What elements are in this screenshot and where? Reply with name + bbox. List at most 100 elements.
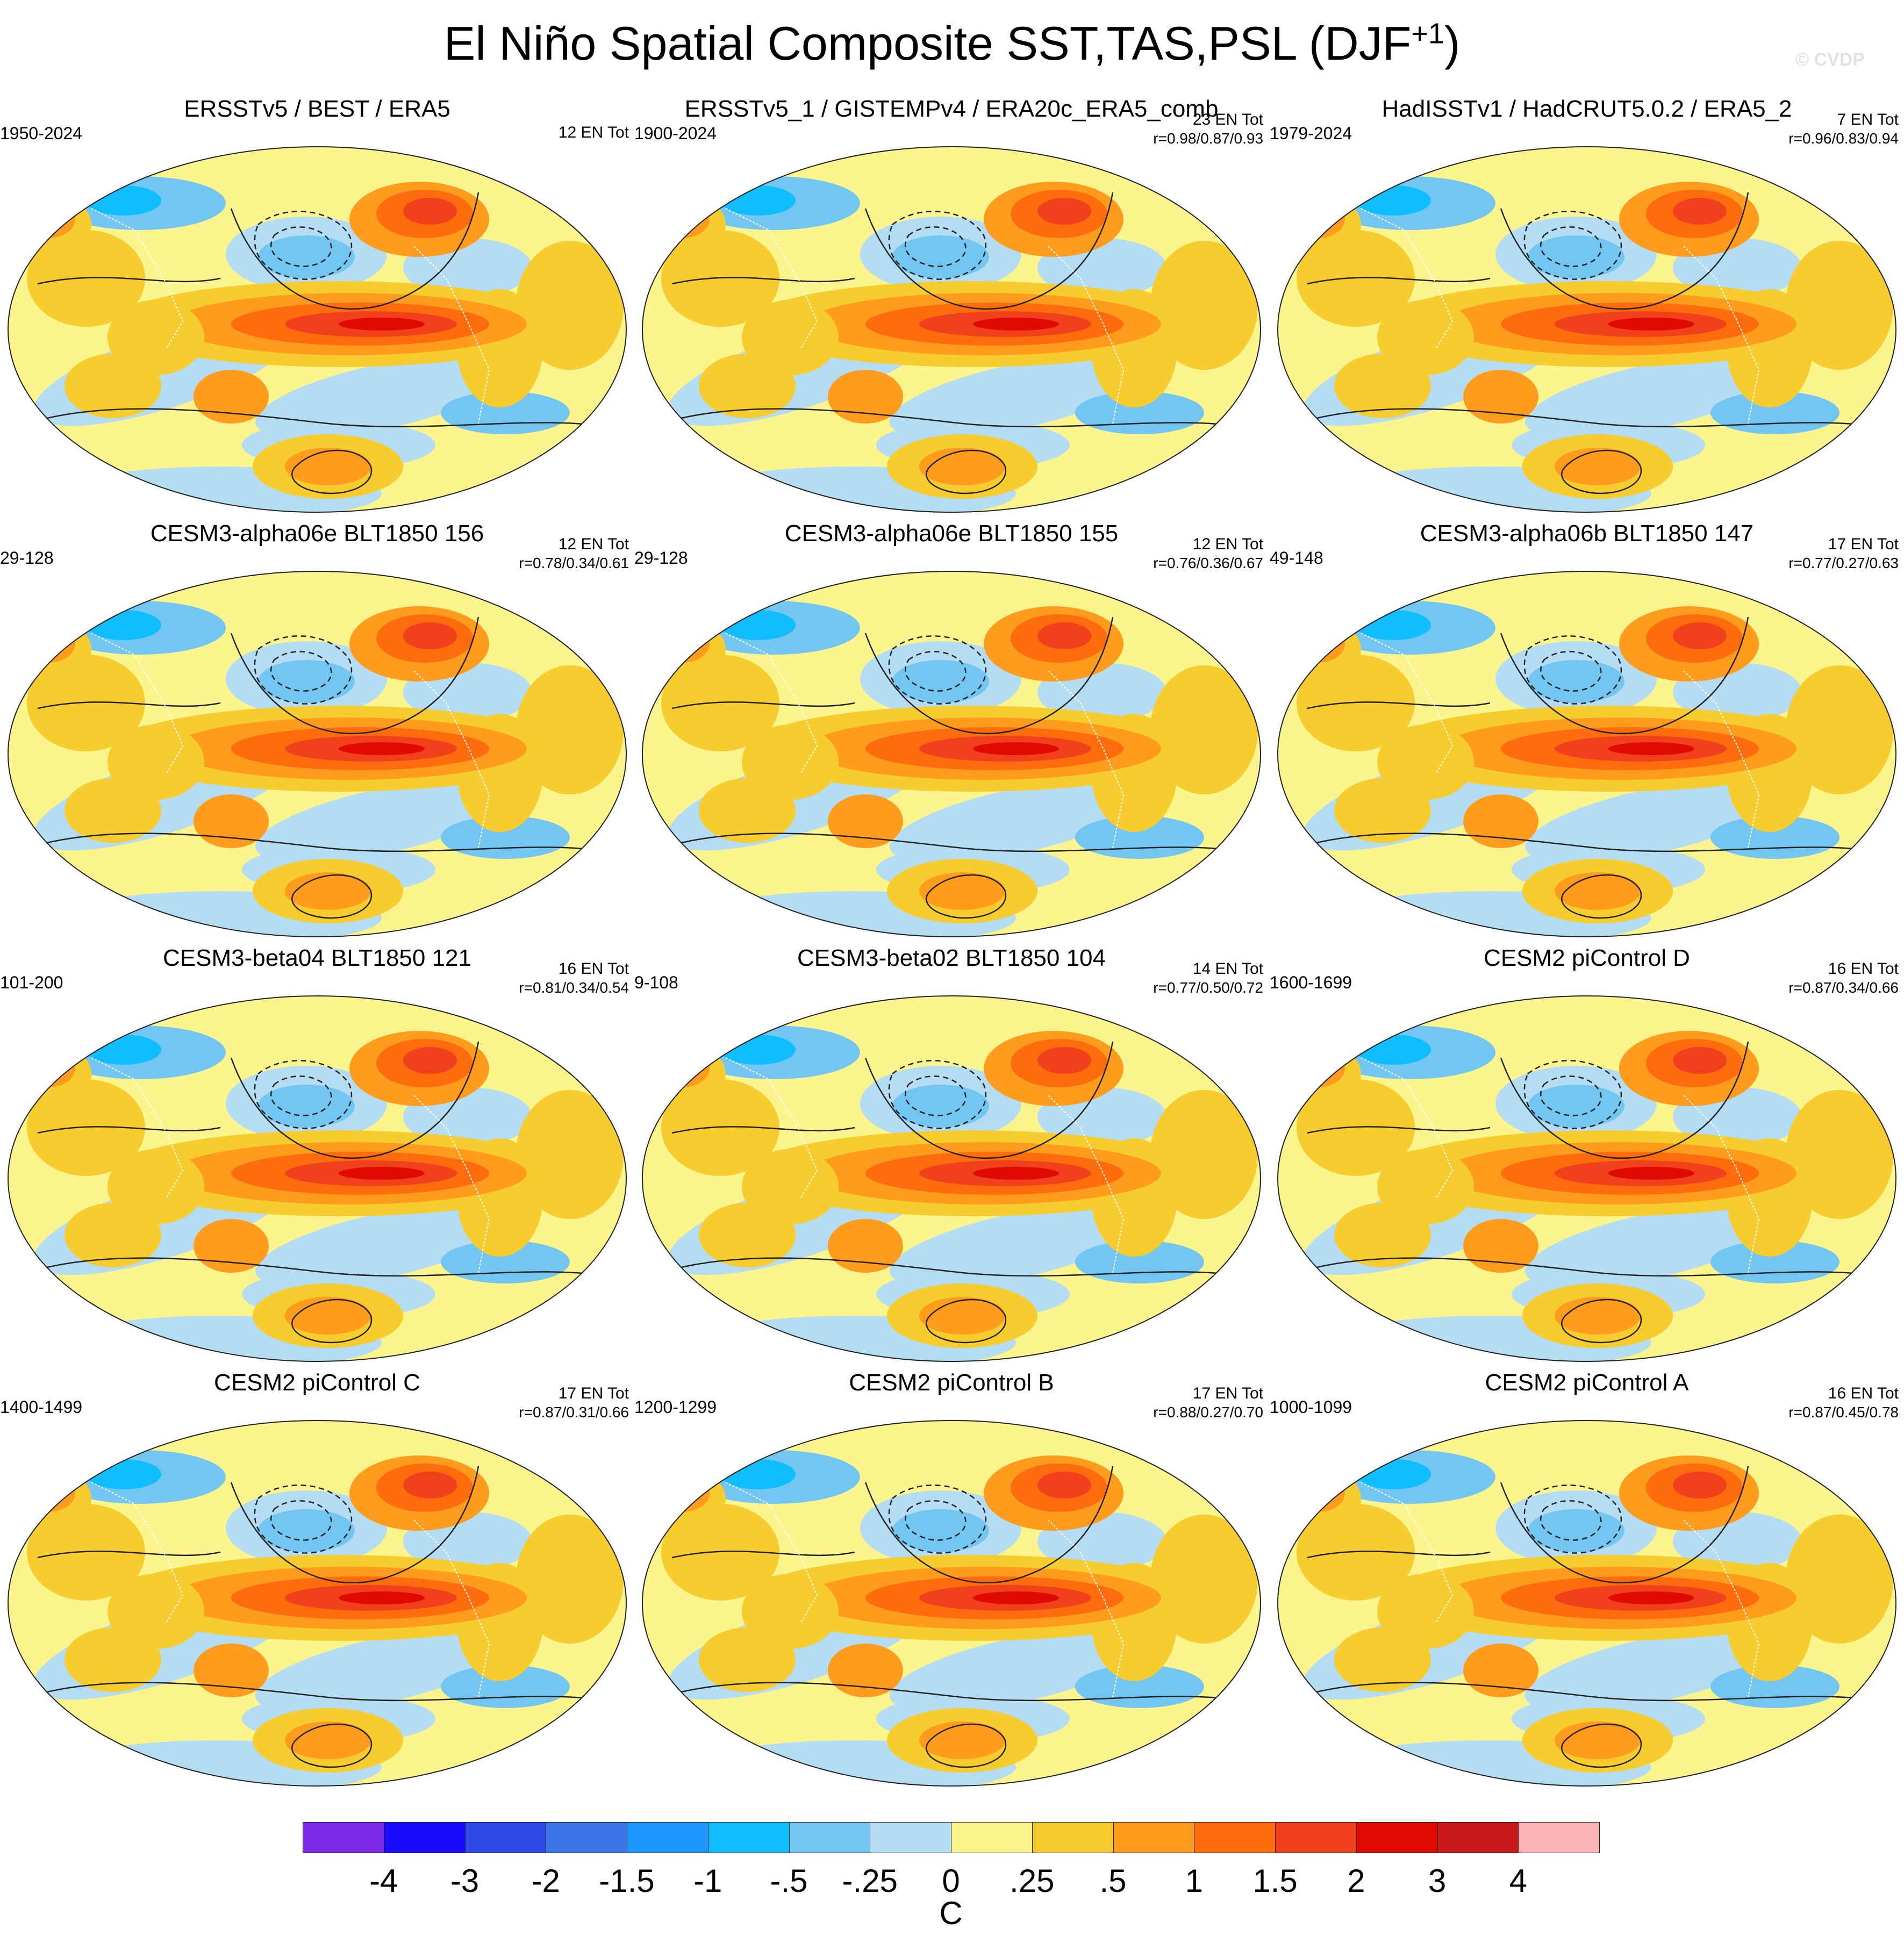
map-panel: ERSSTv5_1 / GISTEMPv4 / ERA20c_ERA5_comb… bbox=[634, 96, 1269, 520]
map-outline bbox=[8, 571, 627, 937]
panel-title: ERSSTv5 / BEST / ERA5 bbox=[184, 96, 450, 122]
panel-period: 29-128 bbox=[634, 548, 688, 568]
panel-title: CESM3-alpha06e BLT1850 156 bbox=[150, 520, 484, 547]
panel-title: CESM3-alpha06b BLT1850 147 bbox=[1420, 520, 1754, 547]
composite-map bbox=[1277, 1420, 1896, 1787]
panel-correlation: r=0.98/0.87/0.93 bbox=[1153, 130, 1263, 147]
panel-correlation: r=0.77/0.27/0.63 bbox=[1788, 555, 1899, 571]
map-panel: CESM3-alpha06e BLT1850 155 29-128 12 EN … bbox=[634, 520, 1269, 945]
map-panel: ERSSTv5 / BEST / ERA5 1950-2024 12 EN To… bbox=[0, 96, 634, 520]
panel-correlation: r=0.87/0.31/0.66 bbox=[519, 1404, 629, 1421]
colorbar-tick-label: -.25 bbox=[842, 1863, 898, 1899]
panel-correlation: r=0.77/0.50/0.72 bbox=[1153, 979, 1263, 996]
composite-map bbox=[1277, 571, 1896, 937]
panel-title: HadISSTv1 / HadCRUT5.0.2 / ERA5_2 bbox=[1382, 96, 1792, 122]
map-panel: CESM2 piControl A 1000-1099 16 EN Tot r=… bbox=[1270, 1369, 1904, 1794]
panel-period: 1979-2024 bbox=[1270, 124, 1352, 143]
anomaly-field bbox=[642, 1421, 1261, 1786]
panel-event-count: 7 EN Tot bbox=[1837, 111, 1899, 128]
figure-title-close: ) bbox=[1444, 17, 1461, 70]
map-outline bbox=[8, 995, 627, 1362]
colorbar-tick-label: -3 bbox=[450, 1863, 479, 1899]
colorbar-swatch bbox=[546, 1822, 627, 1853]
colorbar-swatch bbox=[303, 1822, 384, 1853]
panel-correlation: r=0.87/0.45/0.78 bbox=[1788, 1404, 1899, 1421]
panel-period: 1200-1299 bbox=[634, 1397, 717, 1417]
map-outline bbox=[642, 1420, 1261, 1787]
panel-period: 9-108 bbox=[634, 973, 678, 992]
map-outline bbox=[1277, 146, 1896, 513]
composite-map bbox=[642, 995, 1261, 1362]
colorbar-tick-label: -2 bbox=[531, 1863, 560, 1899]
panel-title: CESM2 piControl A bbox=[1485, 1369, 1689, 1396]
colorbar-tick-label: 0 bbox=[942, 1863, 960, 1899]
panel-title: ERSSTv5_1 / GISTEMPv4 / ERA20c_ERA5_comb bbox=[684, 96, 1219, 122]
colorbar-swatch bbox=[789, 1822, 871, 1853]
panel-correlation: r=0.78/0.34/0.61 bbox=[519, 555, 629, 571]
panel-correlation: r=0.76/0.36/0.67 bbox=[1153, 555, 1263, 571]
panel-period: 1000-1099 bbox=[1270, 1397, 1352, 1417]
map-panel: CESM2 piControl B 1200-1299 17 EN Tot r=… bbox=[634, 1369, 1269, 1794]
colorbar-tick-label: 1.5 bbox=[1252, 1863, 1298, 1899]
panel-title: CESM3-beta04 BLT1850 121 bbox=[163, 945, 471, 971]
anomaly-field bbox=[8, 1421, 626, 1786]
panel-period: 1400-1499 bbox=[0, 1397, 83, 1417]
panel-correlation: r=0.96/0.83/0.94 bbox=[1788, 130, 1899, 147]
map-outline bbox=[8, 146, 627, 513]
panel-title: CESM2 piControl B bbox=[849, 1369, 1054, 1396]
panel-event-count: 17 EN Tot bbox=[1192, 1385, 1263, 1402]
colorbar-swatch bbox=[1194, 1822, 1276, 1853]
colorbar-swatch bbox=[1356, 1822, 1438, 1853]
map-outline bbox=[642, 995, 1261, 1362]
anomaly-field bbox=[1278, 996, 1896, 1361]
panel-correlation: r=0.81/0.34/0.54 bbox=[519, 979, 629, 996]
panel-period: 1900-2024 bbox=[634, 124, 717, 143]
map-panel: CESM2 piControl D 1600-1699 16 EN Tot r=… bbox=[1270, 945, 1904, 1369]
colorbar-swatch bbox=[383, 1822, 466, 1853]
anomaly-field bbox=[8, 147, 626, 512]
panel-event-count: 12 EN Tot bbox=[558, 124, 629, 141]
panel-period: 1600-1699 bbox=[1270, 973, 1352, 992]
composite-map bbox=[8, 146, 627, 513]
colorbar-swatch bbox=[464, 1822, 547, 1853]
map-panel: CESM3-beta04 BLT1850 121 101-200 16 EN T… bbox=[0, 945, 634, 1369]
colorbar-swatch bbox=[870, 1822, 951, 1853]
colorbar-tick-label: -1.5 bbox=[599, 1863, 655, 1899]
composite-map bbox=[8, 571, 627, 937]
panel-title: CESM2 piControl D bbox=[1484, 945, 1690, 971]
panel-period: 1950-2024 bbox=[0, 124, 83, 143]
map-panel: CESM2 piControl C 1400-1499 17 EN Tot r=… bbox=[0, 1369, 634, 1794]
colorbar-swatch bbox=[707, 1822, 790, 1853]
panel-period: 49-148 bbox=[1270, 548, 1323, 568]
panel-title: CESM3-beta02 BLT1850 104 bbox=[797, 945, 1106, 971]
colorbar-swatch bbox=[1032, 1822, 1114, 1853]
map-outline bbox=[642, 571, 1261, 937]
colorbar-swatch bbox=[1275, 1822, 1357, 1853]
map-outline bbox=[1277, 1420, 1896, 1787]
map-outline bbox=[1277, 995, 1896, 1362]
panel-title: CESM2 piControl C bbox=[214, 1369, 420, 1396]
colorbar-tick-label: 3 bbox=[1428, 1863, 1447, 1899]
composite-map bbox=[1277, 995, 1896, 1362]
watermark-logo: © CVDP bbox=[1795, 49, 1865, 70]
colorbar-swatch bbox=[1437, 1822, 1519, 1853]
composite-map bbox=[1277, 146, 1896, 513]
panel-event-count: 14 EN Tot bbox=[1192, 960, 1263, 978]
colorbar-swatch bbox=[1113, 1822, 1195, 1853]
map-panel: CESM3-alpha06b BLT1850 147 49-148 17 EN … bbox=[1270, 520, 1904, 945]
panel-event-count: 16 EN Tot bbox=[1828, 960, 1899, 978]
panel-event-count: 17 EN Tot bbox=[558, 1385, 629, 1402]
colorbar-tick-label: 1 bbox=[1185, 1863, 1203, 1899]
colorbar-tick-label: .25 bbox=[1010, 1863, 1055, 1899]
anomaly-field bbox=[1278, 1421, 1896, 1786]
panel-event-count: 12 EN Tot bbox=[1192, 535, 1263, 553]
panel-event-count: 23 EN Tot bbox=[1192, 111, 1263, 128]
panel-correlation: r=0.88/0.27/0.70 bbox=[1153, 1404, 1263, 1421]
map-panel: CESM3-beta02 BLT1850 104 9-108 14 EN Tot… bbox=[634, 945, 1269, 1369]
colorbar-swatch bbox=[951, 1822, 1033, 1853]
colorbar-swatch bbox=[1518, 1822, 1600, 1853]
map-outline bbox=[642, 146, 1261, 513]
composite-map bbox=[642, 571, 1261, 937]
panel-title: CESM3-alpha06e BLT1850 155 bbox=[784, 520, 1119, 547]
panel-event-count: 16 EN Tot bbox=[1828, 1385, 1899, 1402]
